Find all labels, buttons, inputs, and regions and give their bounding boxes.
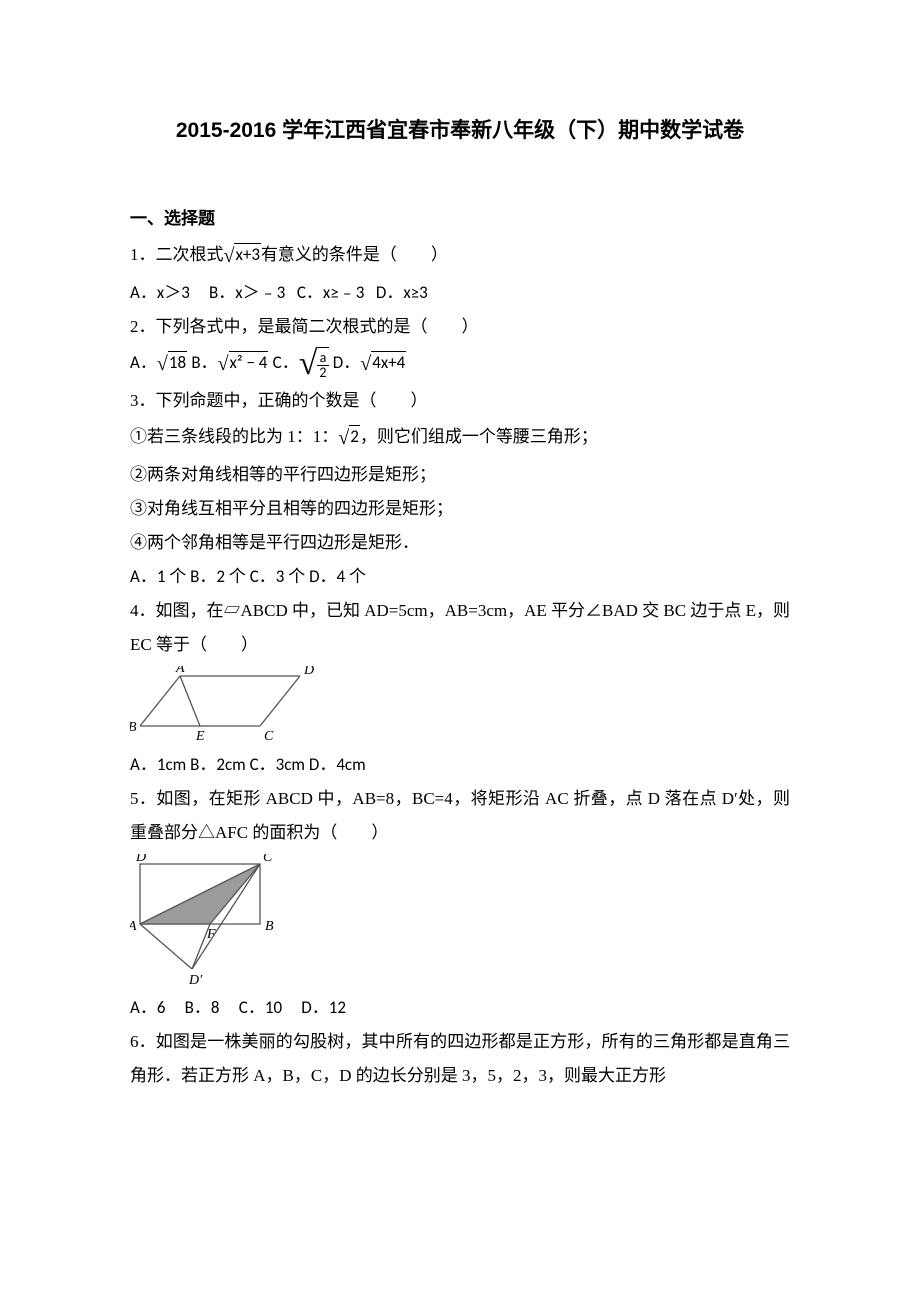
q5-opt-c: C．10	[239, 997, 282, 1018]
q4-opt-b: B．2cm	[190, 754, 246, 775]
svg-text:B: B	[130, 720, 137, 735]
q1-opt-a: A．x＞3	[130, 282, 190, 303]
svg-text:C: C	[263, 854, 273, 865]
q5-opt-a: A．6	[130, 997, 165, 1018]
svg-text:D: D	[135, 854, 146, 865]
q3-opt-c: C．3 个	[250, 566, 306, 587]
q3-s2: ②两条对角线相等的平行四边形是矩形；	[130, 458, 790, 492]
svg-text:A: A	[130, 919, 137, 934]
q5-opt-d: D．12	[301, 997, 346, 1018]
q3-opt-b: B．2 个	[190, 566, 246, 587]
q5-stem: 5．如图，在矩形 ABCD 中，AB=8，BC=4，将矩形沿 AC 折叠，点 D…	[130, 782, 790, 850]
q4-options: A．1cm B．2cm C．3cm D．4cm	[130, 748, 790, 782]
q1-opt-b: B．x＞﹣3	[209, 282, 285, 303]
q5-figure: D C A F B D′	[130, 854, 790, 989]
q2-options: A．√18 B．√x² − 4 C．√a2 D．√4x+4	[130, 344, 790, 384]
q3-stem: 3．下列命题中，正确的个数是（ ）	[130, 384, 790, 418]
q3-s1: ①若三条线段的比为 1：1：√2，则它们组成一个等腰三角形；	[130, 418, 790, 458]
q6-stem: 6．如图是一株美丽的勾股树，其中所有的四边形都是正方形，所有的三角形都是直角三角…	[130, 1025, 790, 1093]
q3-opt-d: D．4 个	[309, 566, 366, 587]
q1-opt-d: D．x≥3	[376, 282, 428, 303]
q3-s3: ③对角线互相平分且相等的四边形是矩形；	[130, 492, 790, 526]
svg-text:B: B	[265, 919, 274, 934]
q5-opt-b: B．8	[185, 997, 220, 1018]
q4-opt-d: D．4cm	[309, 754, 366, 775]
svg-text:E: E	[195, 729, 205, 744]
q1-options: A．x＞3 B．x＞﹣3 C．x≥﹣3 D．x≥3	[130, 276, 790, 310]
svg-text:C: C	[264, 729, 274, 744]
q4-figure: A D B E C	[130, 666, 790, 746]
q3-opt-a: A．1 个	[130, 566, 186, 587]
q4-opt-a: A．1cm	[130, 754, 186, 775]
svg-text:D: D	[303, 666, 314, 678]
page-title: 2015-2016 学年江西省宜春市奉新八年级（下）期中数学试卷	[130, 110, 790, 152]
q1-stem: 1．二次根式√x+3有意义的条件是（ ）	[130, 236, 790, 276]
q2-stem: 2．下列各式中，是最简二次根式的是（ ）	[130, 310, 790, 344]
svg-text:F: F	[206, 927, 216, 942]
q5-options: A．6 B．8 C．10 D．12	[130, 991, 790, 1025]
q3-options: A．1 个 B．2 个 C．3 个 D．4 个	[130, 560, 790, 594]
q4-stem: 4．如图，在▱ABCD 中，已知 AD=5cm，AB=3cm，AE 平分∠BAD…	[130, 594, 790, 662]
q4-opt-c: C．3cm	[250, 754, 305, 775]
q3-s4: ④两个邻角相等是平行四边形是矩形．	[130, 526, 790, 560]
section-1-heading: 一、选择题	[130, 202, 790, 236]
q1-opt-c: C．x≥﹣3	[297, 282, 365, 303]
svg-text:D′: D′	[188, 973, 203, 988]
svg-text:A: A	[175, 666, 185, 676]
